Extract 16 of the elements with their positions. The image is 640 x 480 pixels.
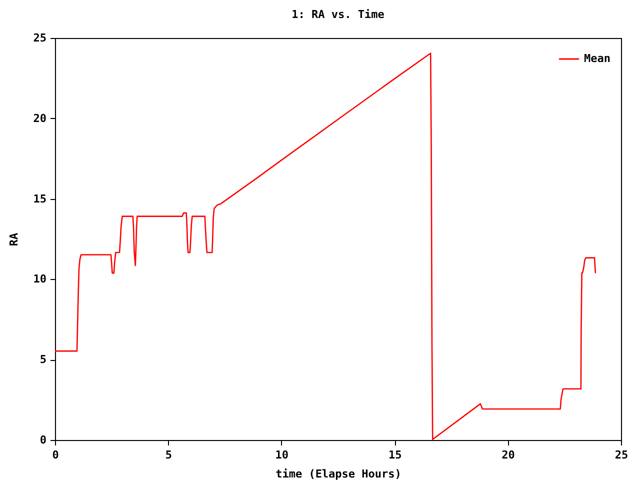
y-tick-label: 0 [40, 434, 46, 446]
x-tick-label: 25 [614, 448, 628, 462]
x-tick-label: 15 [388, 448, 402, 462]
x-tick-label: 10 [275, 448, 289, 462]
y-tick-label: 25 [33, 32, 46, 44]
legend-label: Mean [584, 52, 610, 65]
x-tick-label: 0 [52, 448, 59, 462]
x-tick-label: 20 [502, 448, 515, 462]
chart-title: 1: RA vs. Time [292, 8, 385, 21]
x-tick-label: 5 [165, 448, 172, 462]
y-tick-label: 20 [33, 112, 46, 125]
y-tick-label: 5 [40, 353, 46, 366]
y-tick-label: 15 [33, 192, 46, 206]
y-axis-title: RA [7, 232, 20, 246]
y-tick-label: 10 [33, 272, 46, 286]
x-axis-title: time (Elapse Hours) [276, 468, 402, 480]
